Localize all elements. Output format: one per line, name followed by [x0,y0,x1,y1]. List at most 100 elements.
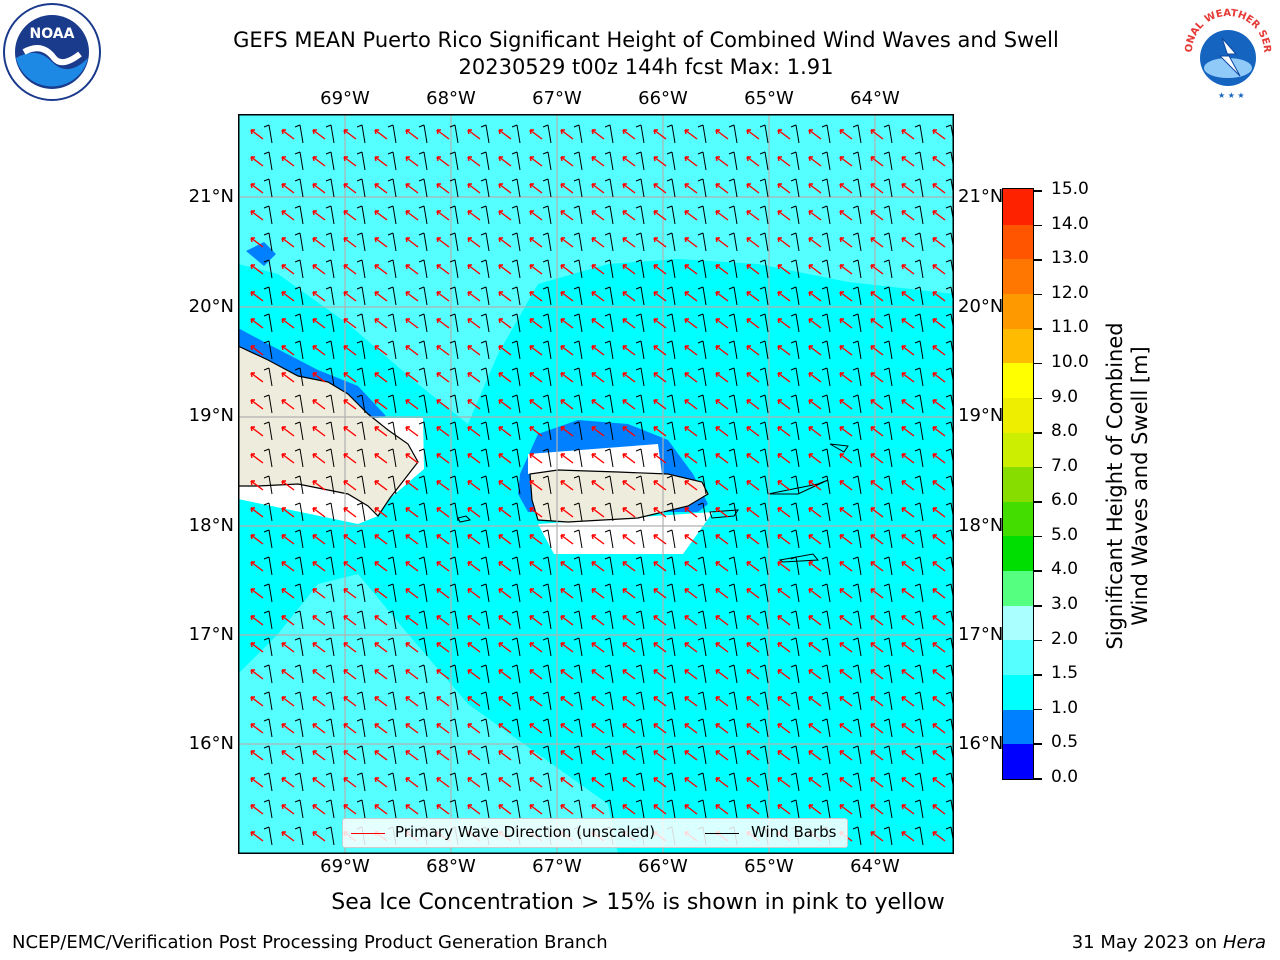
wave-direction-arrow [529,750,543,761]
wind-barb [449,799,459,819]
wave-direction-arrow [560,642,574,653]
wave-direction-arrow [591,345,605,356]
wind-barb [883,232,893,252]
wave-direction-arrow [405,318,419,329]
wave-direction-arrow [529,210,543,221]
wind-barb [387,556,397,576]
wind-barb [356,232,366,252]
wind-barb [263,151,273,171]
wind-barb [263,421,273,441]
wave-direction-arrow [684,264,698,275]
colorbar-tick-mark [1034,501,1042,503]
wind-barb [852,664,862,684]
wave-direction-arrow [839,318,853,329]
wind-barb [790,529,800,549]
wind-barb [604,745,614,765]
wave-direction-arrow [932,831,946,842]
wind-barb [263,205,273,225]
wind-barb [449,556,459,576]
wind-barb [511,556,521,576]
wind-barb [449,772,459,792]
wave-direction-arrow [529,696,543,707]
wind-barb [914,583,924,603]
wave-direction-arrow [932,723,946,734]
wind-barb [294,178,304,198]
wave-direction-arrow [684,453,698,464]
wave-direction-arrow [281,291,295,302]
wind-barb [852,772,862,792]
wind-barb [697,502,707,522]
wind-barb [914,313,924,333]
wave-direction-arrow [560,372,574,383]
lon-label-top-68w: 68°W [426,88,476,109]
wind-barb [883,259,893,279]
wind-barb [604,718,614,738]
wave-direction-arrow [839,399,853,410]
wave-direction-arrow [250,345,264,356]
wind-barb [883,583,893,603]
wind-barb [635,151,645,171]
wind-barb [449,718,459,738]
wave-direction-arrow [777,318,791,329]
wind-barb [263,340,273,360]
wave-direction-arrow [622,372,636,383]
lon-label-top-66w: 66°W [638,88,688,109]
lat-label-left-16n: 16°N [188,733,234,754]
wind-barb [635,745,645,765]
wave-direction-arrow [622,615,636,626]
wave-direction-arrow [343,480,357,491]
wave-direction-arrow [591,129,605,140]
wave-direction-arrow [870,372,884,383]
wave-direction-arrow [870,183,884,194]
wave-direction-arrow [312,345,326,356]
wave-direction-arrow [467,210,481,221]
wind-barb [480,502,490,522]
wave-direction-arrow [653,399,667,410]
lon-label-bottom-64w: 64°W [850,856,900,877]
wave-direction-arrow [746,561,760,572]
wave-direction-arrow [529,453,543,464]
wave-direction-arrow [436,750,450,761]
wind-barb [914,178,924,198]
wind-barb [635,664,645,684]
wave-direction-arrow [684,615,698,626]
wave-direction-arrow [560,750,574,761]
wind-barb [790,421,800,441]
wave-direction-arrow [715,507,729,518]
wave-direction-arrow [808,750,822,761]
colorbar-segment [1003,362,1033,398]
footer-host: Hera [1222,932,1266,953]
wave-direction-arrow [312,696,326,707]
wave-direction-arrow [622,480,636,491]
wind-barb [542,448,552,468]
wave-direction-arrow [839,345,853,356]
wave-direction-arrow [591,237,605,248]
wave-direction-arrow [281,723,295,734]
wave-direction-arrow [343,264,357,275]
wind-barb [821,394,831,414]
wave-direction-arrow [560,615,574,626]
wind-barb [790,583,800,603]
wave-direction-arrow [312,156,326,167]
wind-barb [449,367,459,387]
wave-direction-arrow [870,534,884,545]
wind-barb [449,448,459,468]
wave-direction-arrow [343,453,357,464]
wind-barb [325,151,335,171]
colorbar-tick-label: 0.5 [1051,732,1079,753]
colorbar-segment [1003,570,1033,606]
wave-direction-arrow [374,264,388,275]
wave-direction-arrow [343,777,357,788]
wave-direction-arrow [591,183,605,194]
wave-direction-arrow [932,696,946,707]
wind-barb [604,502,614,522]
wind-barb [325,772,335,792]
wind-barb [356,313,366,333]
wave-direction-arrow [777,642,791,653]
wind-barb [480,529,490,549]
wave-direction-arrow [374,642,388,653]
map-title: GEFS MEAN Puerto Rico Significant Height… [233,28,1059,52]
wind-barb [697,583,707,603]
wind-barb [480,259,490,279]
wind-barb [759,475,769,495]
